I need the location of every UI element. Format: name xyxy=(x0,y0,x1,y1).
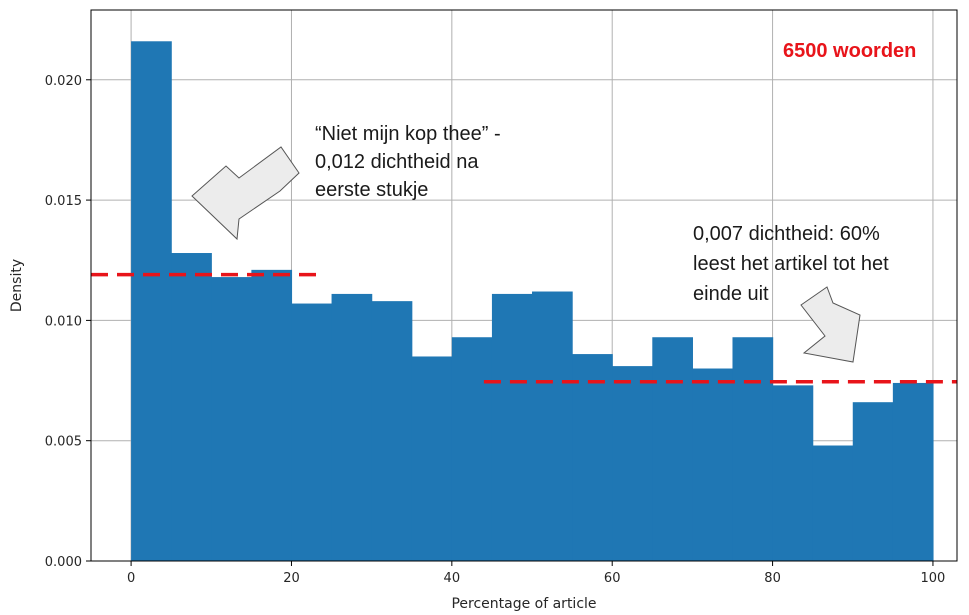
histogram-bar xyxy=(291,303,333,561)
histogram-bar xyxy=(171,253,212,562)
histogram-bar xyxy=(612,366,653,561)
y-tick-label: 0.000 xyxy=(45,555,82,570)
histogram-bar xyxy=(451,337,493,561)
annotation-right-line-1: 0,007 dichtheid: 60% xyxy=(693,223,880,245)
x-tick-label: 100 xyxy=(921,571,946,586)
x-axis-ticks: 0 20 40 60 80 100 xyxy=(127,561,945,586)
x-axis-label: Percentage of article xyxy=(451,596,596,612)
x-tick-label: 40 xyxy=(444,571,461,586)
histogram-bar xyxy=(211,277,252,561)
x-tick-label: 20 xyxy=(283,571,300,586)
histogram-bar xyxy=(251,269,293,561)
y-axis-ticks: 0.000 0.005 0.010 0.015 0.020 xyxy=(45,74,91,570)
annotation-top-line-2: 0,012 dichtheid na xyxy=(315,151,479,173)
x-tick-label: 80 xyxy=(764,571,781,586)
histogram-bar xyxy=(652,337,693,561)
callout-arrow-left-icon xyxy=(191,146,300,241)
y-tick-label: 0.010 xyxy=(45,314,82,329)
annotation-top-line-3: eerste stukje xyxy=(315,179,428,201)
y-tick-label: 0.005 xyxy=(45,435,82,450)
annotation-right-line-3: einde uit xyxy=(693,283,769,305)
plot-frame xyxy=(90,9,958,562)
histogram-bar xyxy=(131,41,172,561)
histogram-bar xyxy=(491,293,533,561)
x-tick-label: 60 xyxy=(604,571,621,586)
histogram-bar xyxy=(772,385,814,561)
histogram-bar xyxy=(411,356,453,561)
histogram-bar xyxy=(371,301,413,561)
histogram-bar xyxy=(892,382,934,561)
reference-lines xyxy=(91,272,957,384)
y-tick-label: 0.015 xyxy=(45,194,82,209)
word-count-badge: 6500 woorden xyxy=(783,40,916,62)
histogram-bars xyxy=(131,41,934,562)
histogram-bar xyxy=(812,445,854,561)
histogram-bar xyxy=(331,293,373,561)
callout-arrow-right-icon xyxy=(800,286,861,363)
y-tick-label: 0.020 xyxy=(45,74,82,89)
histogram-bar xyxy=(852,402,894,561)
histogram-bar xyxy=(692,368,734,561)
annotation-right-line-2: leest het artikel tot het xyxy=(693,253,889,275)
histogram-bar xyxy=(572,354,613,561)
x-tick-label: 0 xyxy=(127,571,135,586)
histogram-bar xyxy=(532,291,573,561)
y-axis-label: Density xyxy=(9,259,25,312)
histogram-bar xyxy=(732,337,774,561)
annotation-top-line-1: “Niet mijn kop thee” - xyxy=(315,123,501,145)
